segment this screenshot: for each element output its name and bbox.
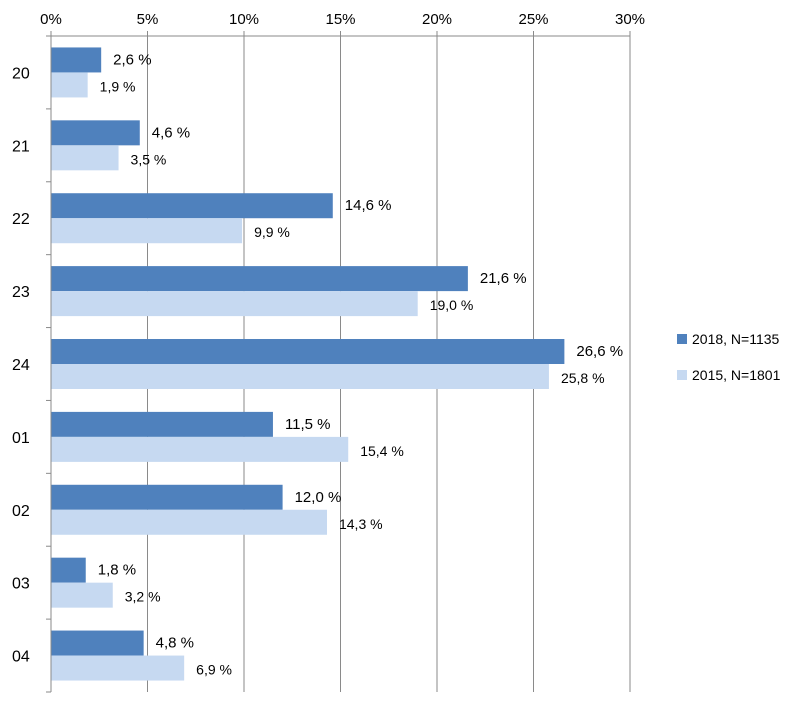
y-tick-label: 03 xyxy=(12,576,30,593)
data-label-2018: 26,6 % xyxy=(576,343,623,360)
data-label-2015: 9,9 % xyxy=(254,224,290,240)
x-tick-label: 25% xyxy=(518,11,548,28)
y-tick-label: 02 xyxy=(12,503,30,520)
y-tick-label: 04 xyxy=(12,649,30,666)
legend-swatch xyxy=(677,334,687,344)
y-tick-label: 22 xyxy=(12,211,30,228)
bar-2018 xyxy=(51,557,86,583)
data-label-2018: 2,6 % xyxy=(113,51,151,68)
bar-2015 xyxy=(51,655,185,681)
x-tick-label: 15% xyxy=(325,11,355,28)
bar-2018 xyxy=(51,339,565,364)
legend-label: 2015, N=1801 xyxy=(692,367,781,383)
bar-2018 xyxy=(51,411,273,437)
bar-2015 xyxy=(51,436,349,462)
bar-2015 xyxy=(51,218,243,244)
bar-2018 xyxy=(51,193,333,219)
data-label-2015: 6,9 % xyxy=(196,662,232,678)
bar-2015 xyxy=(51,364,549,389)
y-tick-label: 20 xyxy=(12,65,30,82)
bar-2015 xyxy=(51,145,119,171)
x-tick-label: 30% xyxy=(615,11,645,28)
data-label-2015: 3,5 % xyxy=(131,151,167,167)
x-tick-label: 20% xyxy=(422,11,452,28)
legend: 2018, N=1135 2015, N=1801 xyxy=(677,331,781,383)
bar-2018 xyxy=(51,266,468,292)
legend-swatch xyxy=(677,370,687,380)
bar-2018 xyxy=(51,484,283,510)
data-label-2018: 12,0 % xyxy=(295,489,342,506)
bar-2015 xyxy=(51,509,327,535)
data-label-2018: 21,6 % xyxy=(480,270,527,287)
x-tick-label: 0% xyxy=(40,11,62,28)
bar-2015 xyxy=(51,291,418,317)
data-label-2015: 19,0 % xyxy=(430,297,474,313)
x-tick-label: 5% xyxy=(137,11,159,28)
data-label-2018: 4,8 % xyxy=(156,635,194,652)
data-label-2015: 25,8 % xyxy=(561,370,605,386)
data-label-2018: 11,5 % xyxy=(285,416,331,433)
data-label-2018: 4,6 % xyxy=(152,124,190,141)
data-label-2015: 14,3 % xyxy=(339,516,383,532)
legend-label: 2018, N=1135 xyxy=(692,331,780,347)
x-tick-label: 10% xyxy=(229,11,259,28)
data-label-2015: 15,4 % xyxy=(360,443,404,459)
bar-2018 xyxy=(51,630,144,656)
bars-layer xyxy=(51,47,565,681)
y-tick-label: 23 xyxy=(12,284,30,301)
data-label-2018: 14,6 % xyxy=(345,197,392,214)
data-label-2018: 1,8 % xyxy=(98,562,136,579)
bar-2015 xyxy=(51,72,88,98)
bar-2018 xyxy=(51,120,140,146)
bar-2015 xyxy=(51,582,113,608)
y-tick-label: 01 xyxy=(12,430,30,447)
data-label-2015: 3,2 % xyxy=(125,589,161,605)
y-tick-label: 21 xyxy=(12,138,30,155)
data-label-2015: 1,9 % xyxy=(100,78,136,94)
axis-layer: 0% 5% 10% 15% 20% 25% 30% 20 21 22 23 24 01 02 03 04 xyxy=(12,11,645,693)
labels-layer: 2,6 % 1,9 % 4,6 % 3,5 % 14,6 % 9,9 % 21,6 % 19,… xyxy=(98,51,623,677)
y-tick-label: 24 xyxy=(12,357,30,374)
bar-2018 xyxy=(51,47,102,73)
